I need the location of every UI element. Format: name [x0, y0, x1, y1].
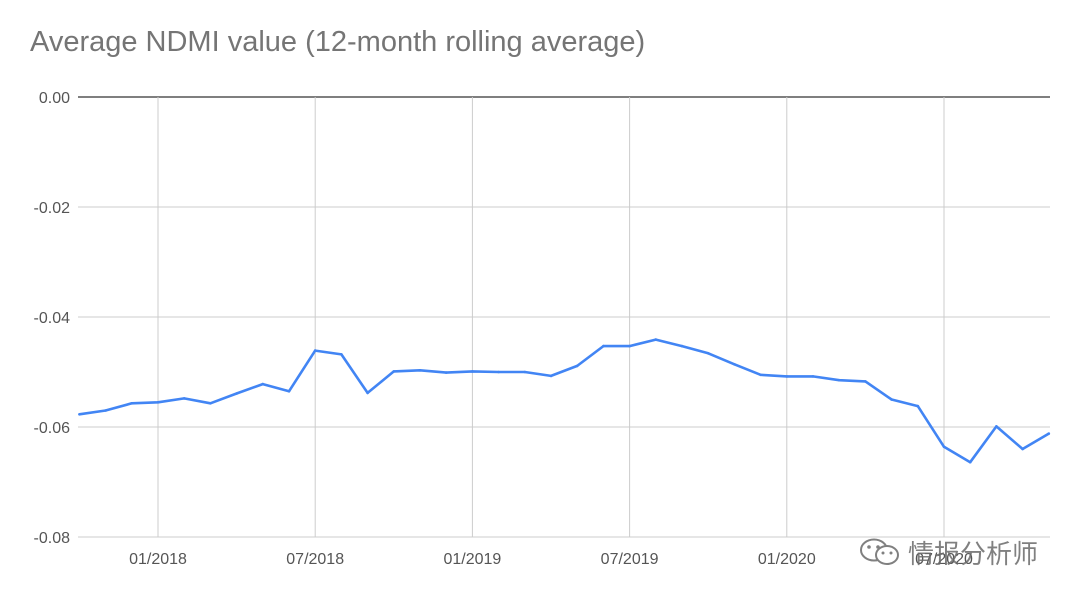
- data-point: [104, 409, 107, 412]
- data-point: [366, 391, 369, 395]
- data-point: [523, 370, 527, 374]
- x-tick-label: 07/2020: [915, 551, 973, 568]
- series-line: [79, 338, 1050, 464]
- data-point: [759, 373, 762, 377]
- axis-layer: 0.00 -0.02 -0.04 -0.06 -0.08 01/2018 07/2018 01…: [34, 90, 973, 568]
- data-point: [602, 344, 605, 348]
- data-point: [942, 445, 946, 449]
- data-point: [78, 413, 81, 416]
- data-point: [182, 397, 186, 400]
- data-point: [261, 382, 265, 386]
- data-point: [497, 370, 500, 374]
- y-tick-label: 0.00: [39, 90, 70, 107]
- data-point: [864, 380, 867, 383]
- data-point: [156, 401, 160, 404]
- data-point: [654, 338, 658, 341]
- data-point: [916, 404, 920, 408]
- data-point: [890, 398, 893, 401]
- data-point: [575, 364, 579, 368]
- x-tick-label: 07/2018: [286, 551, 344, 568]
- x-tick-label: 01/2018: [129, 551, 187, 568]
- data-point: [340, 353, 343, 356]
- data-point: [733, 363, 736, 366]
- data-point: [1047, 432, 1051, 435]
- data-point: [628, 344, 631, 348]
- x-tick-label: 01/2019: [443, 551, 501, 568]
- data-point: [471, 370, 474, 373]
- data-point: [785, 375, 789, 378]
- data-point: [549, 374, 553, 378]
- data-point: [392, 370, 396, 373]
- watermark: 情报分析师: [858, 534, 1038, 574]
- data-point: [313, 349, 317, 352]
- data-point: [706, 352, 710, 355]
- grid-layer: [78, 96, 1050, 538]
- data-point: [287, 390, 291, 393]
- x-tick-label: 07/2019: [601, 551, 659, 568]
- data-point: [235, 392, 238, 395]
- y-tick-label: -0.02: [34, 200, 71, 217]
- data-point: [130, 402, 134, 405]
- series-layer: [78, 338, 1051, 464]
- data-point: [995, 425, 998, 428]
- y-tick-label: -0.08: [34, 530, 71, 547]
- watermark-text: 情报分析师: [908, 540, 1039, 570]
- data-point: [811, 375, 815, 378]
- x-tick-label: 01/2020: [758, 551, 816, 568]
- data-point: [418, 369, 422, 372]
- data-point: [209, 402, 212, 405]
- y-tick-label: -0.04: [34, 310, 71, 327]
- data-point: [837, 378, 841, 382]
- chart-title: Average NDMI value (12-month rolling ave…: [30, 26, 646, 58]
- data-point: [1021, 447, 1024, 451]
- wechat-icon: [858, 537, 902, 574]
- data-point: [968, 460, 972, 464]
- data-point: [444, 371, 448, 374]
- y-tick-label: -0.06: [34, 420, 71, 437]
- data-point: [680, 344, 684, 348]
